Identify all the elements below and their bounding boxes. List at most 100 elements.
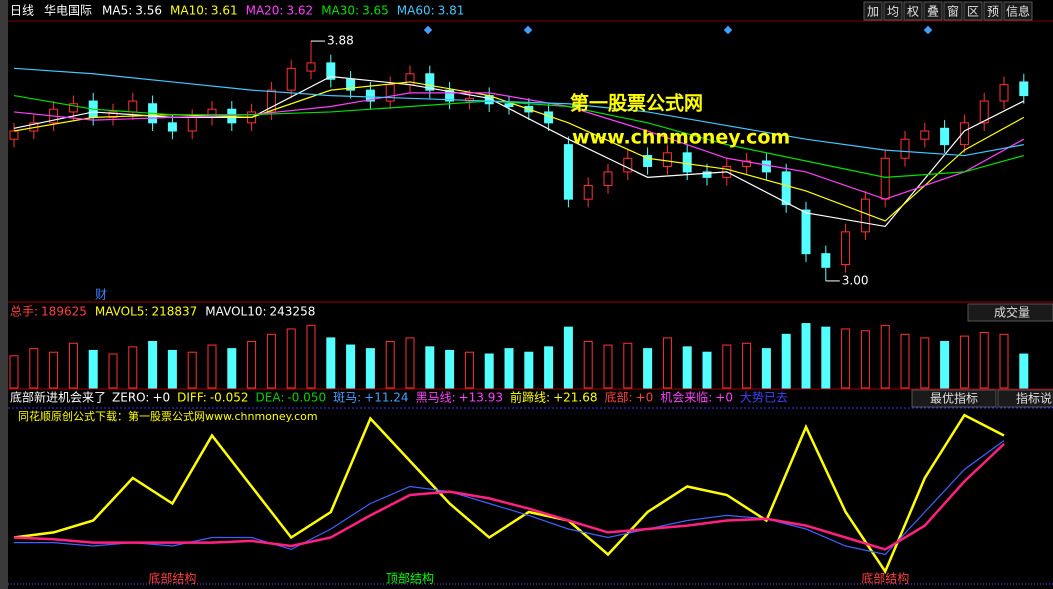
volume-bar	[920, 337, 930, 389]
volume-bar	[385, 340, 395, 389]
candle-body	[702, 171, 712, 178]
volume-value: 218837	[151, 305, 197, 319]
indicator-legend-label: ZERO:	[112, 391, 149, 405]
candle-body	[643, 155, 653, 167]
indicator-legend-value: +21.68	[553, 391, 597, 405]
candle-body	[900, 138, 910, 159]
volume-bar	[445, 349, 455, 389]
ma-value: 3.81	[438, 4, 465, 18]
indicator-line	[14, 440, 1005, 556]
toolbar-button[interactable]: 预	[987, 5, 999, 19]
candle-body	[346, 78, 356, 91]
volume-bar	[722, 344, 732, 389]
moving-average-line	[13, 94, 1024, 178]
candle-body	[445, 89, 455, 102]
indicator-button-frame	[911, 389, 997, 408]
ma-label: MA5:	[102, 4, 132, 18]
volume-bar	[108, 353, 118, 389]
indicator-legend-label: DEA:	[256, 391, 285, 405]
ma-label: MA20:	[246, 4, 284, 18]
volume-bar	[484, 353, 494, 389]
volume-bar	[286, 328, 296, 389]
indicator-legend-value: -0.052	[210, 391, 249, 405]
candle-body	[959, 122, 969, 146]
volume-bar	[900, 333, 910, 389]
toolbar-button[interactable]: 信息	[1006, 4, 1030, 19]
ma-label: MA30:	[321, 4, 359, 18]
candle-body	[682, 152, 692, 173]
ma-value: 3.61	[211, 4, 238, 18]
indicator-legend-value: +0	[152, 391, 170, 405]
volume-value: 243258	[270, 305, 316, 319]
volume-bar	[742, 342, 752, 389]
watermark: www.chnmoney.com	[572, 127, 790, 149]
volume-bar	[544, 346, 554, 389]
volume-bar	[405, 337, 415, 389]
toolbar-button[interactable]: 均	[887, 5, 899, 19]
volume-bar	[563, 326, 573, 389]
indicator-legend-value: +13.93	[459, 391, 503, 405]
volume-bar	[128, 346, 138, 389]
indicator-button[interactable]: 指标说明	[1016, 391, 1053, 406]
volume-bar	[662, 337, 672, 389]
volume-bar	[682, 346, 692, 389]
toolbar-button[interactable]: 区	[967, 5, 979, 19]
volume-bar	[999, 333, 1009, 389]
toolbar-button[interactable]: 窗	[947, 5, 959, 19]
volume-bar	[167, 349, 177, 389]
candle-body	[979, 100, 989, 124]
candle-body	[326, 62, 336, 80]
volume-bar	[187, 351, 197, 389]
ma-value: 3.56	[135, 4, 162, 18]
volume-bar	[603, 344, 613, 389]
candle-body	[108, 111, 118, 118]
candle-body	[504, 103, 514, 107]
candle-body	[920, 130, 930, 140]
volume-bar	[940, 340, 950, 389]
toolbar-button[interactable]: 加	[867, 5, 879, 19]
structure-label: 顶部结构	[386, 571, 434, 586]
volume-bar	[346, 344, 356, 389]
indicator-legend-label: 大势已去	[740, 391, 788, 405]
candle-body	[603, 171, 613, 187]
candle-body	[781, 171, 791, 206]
candle-body	[742, 160, 752, 167]
volume-bar	[306, 324, 316, 389]
volume-bar	[326, 337, 336, 389]
candle-body	[801, 209, 811, 255]
volume-bar	[148, 340, 158, 389]
stock-name: 华电国际	[44, 4, 92, 18]
indicator-line	[13, 413, 1005, 575]
volume-bar	[1019, 353, 1029, 389]
indicator-legend-label: 黑马线:	[416, 391, 456, 405]
volume-bar	[841, 328, 851, 389]
candle-body	[841, 231, 851, 266]
toolbar-button[interactable]: 叠	[927, 5, 939, 19]
candle-body	[563, 144, 573, 200]
candle-body	[187, 116, 197, 132]
volume-bar	[504, 348, 514, 389]
volume-bar	[702, 351, 712, 389]
side-strip	[0, 0, 8, 589]
volume-bar	[801, 323, 811, 389]
volume-bar	[781, 333, 791, 389]
toolbar-button[interactable]: 权	[907, 5, 919, 19]
toolbar-button-frame	[943, 1, 963, 21]
volume-bar	[88, 349, 98, 389]
volume-button[interactable]: 成交量	[994, 305, 1030, 320]
ma-label: MA60:	[397, 4, 435, 18]
volume-bar	[979, 332, 989, 389]
volume-label: MAVOL10:	[205, 305, 266, 319]
toolbar-button-frame	[1003, 1, 1033, 21]
indicator-button[interactable]: 最优指标	[930, 391, 978, 406]
toolbar-button-frame	[983, 1, 1003, 21]
indicator-legend-value: +0	[715, 391, 733, 405]
candle-body	[128, 100, 138, 113]
candle-body	[583, 185, 593, 200]
volume-bar	[761, 348, 771, 389]
ma-label: MA10:	[170, 4, 208, 18]
indicator-legend-label: 前蹄线:	[510, 390, 550, 405]
candle-body	[306, 62, 316, 72]
volume-bar	[227, 348, 237, 389]
